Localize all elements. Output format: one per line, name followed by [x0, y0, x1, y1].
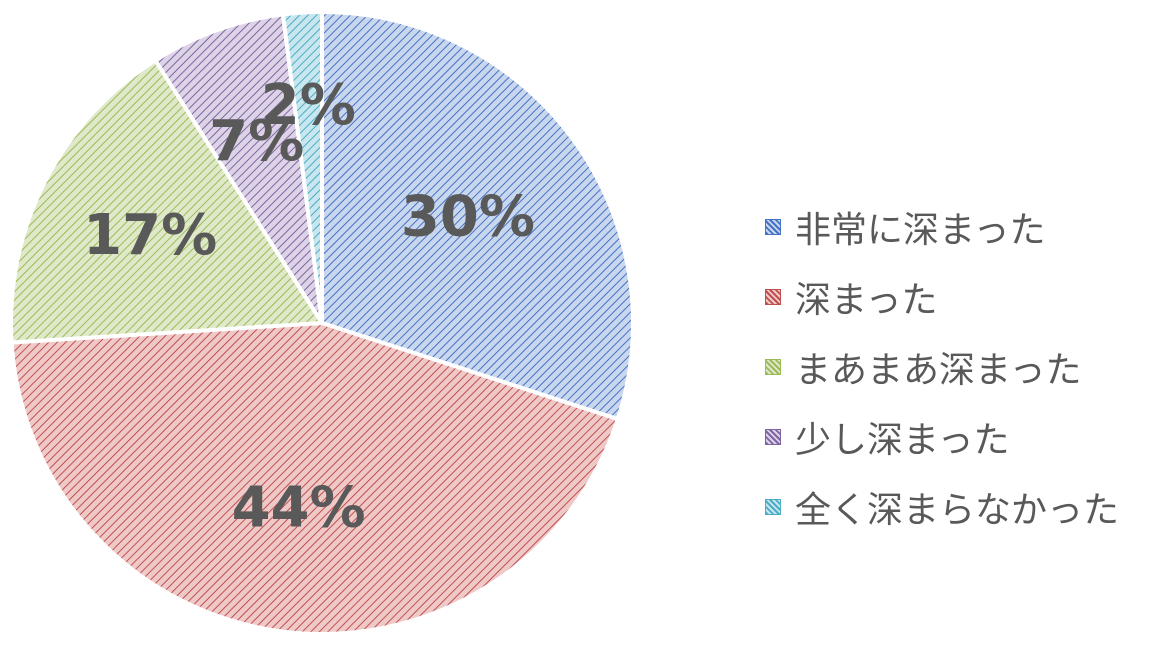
legend-swatch	[765, 289, 781, 305]
legend-item: 少し深まった	[765, 402, 1165, 472]
pie-slice-2	[9, 321, 620, 636]
pie-slice-4	[153, 12, 324, 325]
legend: 非常に深まった 深まったまあまあ深まった 少し深まった全く深まらなかった	[765, 192, 1165, 542]
legend-item: 全く深まらなかった	[765, 472, 1165, 542]
data-label-5: 2%	[261, 73, 356, 138]
legend-swatch	[765, 429, 781, 445]
legend-label: まあまあ深まった	[795, 350, 1082, 391]
pie-data-labels: 30% 44% 17% 7%2%	[83, 73, 535, 540]
legend-label: 少し深まった	[795, 420, 1010, 461]
legend-item: 深まった	[765, 262, 1165, 332]
legend-item: まあまあ深まった	[765, 332, 1165, 402]
pie-slice-1	[320, 10, 635, 422]
legend-label: 非常に深まった	[795, 210, 1046, 251]
pie-slices	[9, 10, 635, 636]
pie-slice-3	[9, 58, 324, 345]
legend-label: 深まった	[795, 280, 938, 321]
data-label-2: 44%	[232, 476, 366, 541]
legend-label: 全く深まらなかった	[795, 490, 1120, 531]
legend-swatch	[765, 499, 781, 515]
pie-slice-5	[281, 10, 324, 325]
legend-item: 非常に深まった	[765, 192, 1165, 262]
data-label-4: 7%	[209, 109, 304, 174]
data-label-3: 17%	[83, 203, 217, 268]
data-label-1: 30%	[401, 184, 535, 249]
legend-swatch	[765, 359, 781, 375]
legend-swatch	[765, 219, 781, 235]
